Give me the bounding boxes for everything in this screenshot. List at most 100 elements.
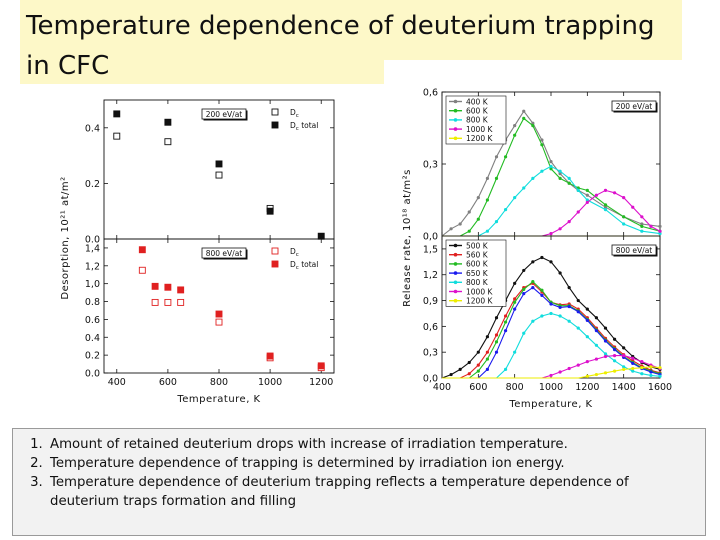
data-point <box>215 171 223 179</box>
data-point <box>594 357 599 361</box>
series-line <box>442 189 661 237</box>
data-point <box>522 287 526 291</box>
data-point <box>503 208 508 212</box>
chart-panel-top-left: 0.0 0.2 0.4 200 eV/at Dc Dc total <box>85 99 335 246</box>
note-item: Temperature dependence of deuterium trap… <box>47 473 691 511</box>
x-tick-label: 1200 <box>309 377 333 388</box>
legend-marker <box>453 118 458 122</box>
data-point <box>549 311 553 316</box>
data-point <box>513 297 517 301</box>
data-point <box>151 298 159 306</box>
chart-panel-bottom-right: 0,0 0,3 0,6 0,9 1,2 1,5 400 600 800 1000 1200 1400 1… <box>423 235 672 410</box>
x-tick-label: 800 <box>210 377 228 388</box>
title-background-line2 <box>20 60 384 84</box>
data-point <box>658 374 662 378</box>
data-point <box>640 360 644 364</box>
x-axis-label: Temperature, K <box>176 394 260 405</box>
data-point <box>640 229 644 233</box>
data-point <box>476 369 480 373</box>
energy-label: 200 eV/at <box>206 110 243 119</box>
left-y-axis-label: Desorption, 10²¹ at/m² <box>60 176 71 299</box>
data-point <box>567 319 571 323</box>
data-point <box>467 229 471 233</box>
data-point <box>567 220 571 224</box>
data-point <box>531 124 535 128</box>
data-point <box>585 188 589 192</box>
series-line <box>442 286 661 379</box>
data-point <box>476 350 480 354</box>
data-point <box>531 176 535 180</box>
data-point <box>576 298 580 303</box>
data-point <box>531 121 535 125</box>
data-point <box>631 361 635 365</box>
data-point <box>603 352 608 356</box>
data-point <box>513 124 517 128</box>
legend-marker <box>271 247 279 255</box>
data-point <box>640 215 644 219</box>
data-point <box>513 281 517 285</box>
data-point <box>622 354 626 358</box>
x-tick-label: 600 <box>469 382 487 393</box>
data-point <box>458 222 462 226</box>
legend-marker <box>453 99 458 104</box>
data-point <box>558 305 562 310</box>
data-point <box>138 266 146 274</box>
data-point <box>458 367 462 371</box>
data-point <box>317 362 325 370</box>
legend-label: Dc <box>290 247 299 258</box>
y-tick-label: 1,2 <box>423 270 438 281</box>
legend-marker <box>453 262 458 266</box>
note-item: Temperature dependence of trapping is de… <box>47 454 691 473</box>
y-tick-label: 1,4 <box>85 243 100 254</box>
label-box <box>201 108 247 120</box>
data-point <box>549 373 553 378</box>
data-point <box>558 172 562 176</box>
legend-marker <box>453 243 458 248</box>
data-point <box>585 193 589 197</box>
x-tick-label: 400 <box>108 377 126 388</box>
data-point <box>164 298 172 306</box>
legend-label: Dc total <box>290 121 318 132</box>
y-tick-label: 0,0 <box>423 232 438 243</box>
data-point <box>215 310 223 318</box>
data-point <box>476 363 480 367</box>
data-point <box>266 352 274 360</box>
data-point <box>603 203 608 207</box>
chart-panel-bottom-left: 0.0 0.2 0.4 0.6 0.8 1,0 1,2 1,4 400 600 800 1000 120… <box>85 238 335 405</box>
data-point <box>266 207 274 215</box>
legend-marker <box>271 260 279 268</box>
x-tick-label: 1000 <box>539 382 563 393</box>
data-point <box>649 365 653 369</box>
data-point <box>658 232 662 236</box>
data-point <box>113 110 121 118</box>
data-point <box>576 310 580 314</box>
data-point <box>603 339 608 343</box>
data-point <box>585 318 589 322</box>
data-point <box>503 329 508 333</box>
energy-label: 800 eV/at <box>616 246 653 255</box>
data-point <box>640 224 644 228</box>
x-tick-label: 1400 <box>612 382 636 393</box>
label-box <box>611 100 657 112</box>
notes-box: Amount of retained deuterium drops with … <box>12 428 706 536</box>
x-tick-label: 1600 <box>648 382 672 393</box>
y-tick-label: 0.0 <box>85 369 100 380</box>
legend-marker <box>453 271 458 275</box>
data-point <box>531 286 535 290</box>
legend-label: 1000 K <box>466 125 493 134</box>
data-point <box>622 215 626 219</box>
data-point <box>603 208 608 212</box>
data-point <box>494 333 499 337</box>
data-point <box>649 370 653 374</box>
data-point <box>594 372 599 377</box>
data-point <box>558 176 562 180</box>
legend-label: 600 K <box>466 107 489 116</box>
legend-marker <box>271 108 279 116</box>
data-point <box>164 283 172 291</box>
y-tick-label: 0.4 <box>85 123 100 134</box>
data-point <box>531 260 535 264</box>
x-tick-label: 400 <box>433 382 451 393</box>
x-tick-label: 1200 <box>575 382 599 393</box>
x-tick-label: 800 <box>506 382 524 393</box>
